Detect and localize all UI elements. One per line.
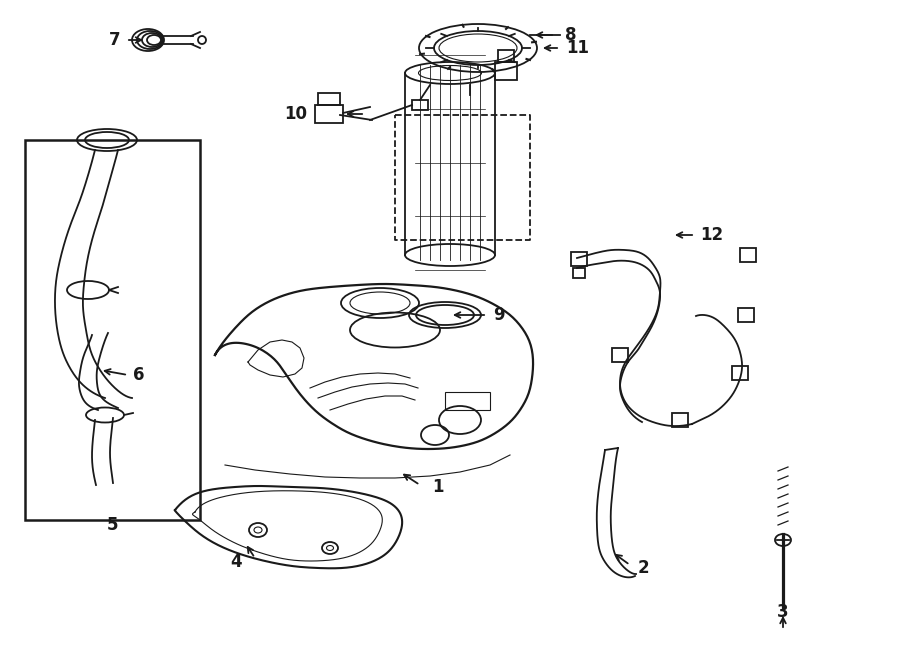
Text: 1: 1 bbox=[432, 478, 444, 496]
Text: 9: 9 bbox=[493, 306, 505, 324]
Bar bbox=[571, 252, 587, 266]
Bar bbox=[318, 93, 340, 105]
Text: 11: 11 bbox=[566, 39, 589, 57]
Text: 4: 4 bbox=[230, 553, 242, 571]
Bar bbox=[498, 50, 514, 62]
Text: 12: 12 bbox=[700, 226, 723, 244]
Bar bbox=[740, 248, 756, 262]
Bar bbox=[315, 105, 343, 123]
Text: 5: 5 bbox=[106, 516, 118, 534]
Bar bbox=[25, 140, 200, 520]
Text: 8: 8 bbox=[565, 26, 577, 44]
Bar bbox=[738, 308, 754, 322]
Bar bbox=[412, 100, 428, 110]
Text: 6: 6 bbox=[133, 366, 145, 384]
Bar bbox=[612, 348, 628, 362]
Text: 3: 3 bbox=[778, 603, 788, 621]
Text: 7: 7 bbox=[108, 31, 120, 49]
Bar bbox=[672, 413, 688, 427]
Bar bbox=[495, 62, 517, 80]
Text: 2: 2 bbox=[638, 559, 650, 577]
Bar bbox=[573, 268, 585, 278]
Text: 10: 10 bbox=[284, 105, 307, 123]
Bar bbox=[445, 392, 490, 410]
Bar bbox=[732, 366, 748, 380]
